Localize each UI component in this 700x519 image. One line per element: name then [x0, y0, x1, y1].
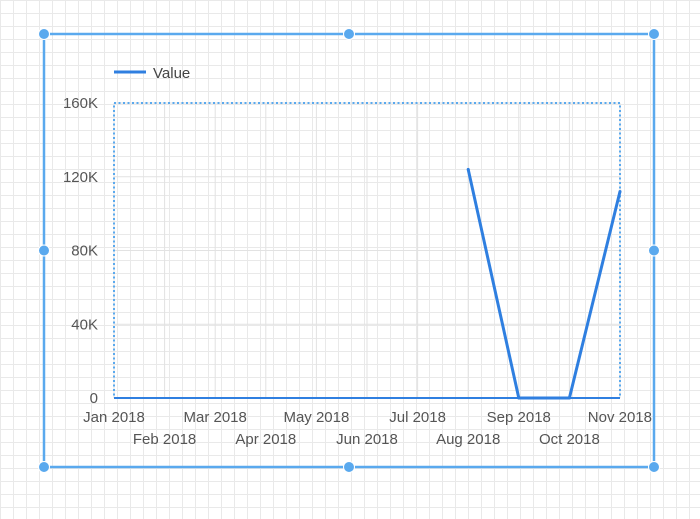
x-tick-label: Oct 2018	[539, 431, 600, 448]
resize-handle[interactable]	[343, 461, 355, 473]
data-point	[618, 190, 622, 193]
legend: Value	[114, 65, 190, 82]
x-tick-label: May 2018	[283, 409, 349, 426]
x-tick-label: Jul 2018	[389, 409, 446, 426]
y-axis-ticks: 0 40K 80K 120K 160K	[63, 95, 98, 407]
y-tick-label: 40K	[71, 316, 98, 333]
series-layer	[114, 167, 622, 400]
resize-handle[interactable]	[38, 244, 50, 257]
x-tick-label: Mar 2018	[184, 409, 247, 426]
selection-frame[interactable]	[38, 28, 660, 473]
resize-handle[interactable]	[648, 244, 660, 257]
data-point	[466, 167, 470, 171]
x-tick-label: Sep 2018	[487, 409, 551, 426]
y-tick-label: 80K	[71, 243, 98, 260]
x-tick-label: Jan 2018	[83, 409, 145, 426]
x-tick-label: Nov 2018	[588, 409, 652, 426]
x-tick-label: Aug 2018	[436, 431, 500, 448]
x-axis-ticks: Jan 2018 Feb 2018 Mar 2018 Apr 2018 May 2018…	[83, 409, 652, 448]
resize-handle[interactable]	[38, 461, 50, 473]
x-tick-label: Feb 2018	[133, 431, 196, 448]
y-tick-label: 0	[90, 390, 98, 407]
x-tick-label: Jun 2018	[336, 431, 398, 448]
resize-handle[interactable]	[38, 28, 50, 40]
y-tick-label: 160K	[63, 95, 98, 112]
x-tick-label: Apr 2018	[235, 431, 296, 448]
resize-handle[interactable]	[648, 28, 660, 40]
resize-handle[interactable]	[343, 28, 355, 40]
y-tick-label: 120K	[63, 169, 98, 186]
chart-gridlines	[113, 102, 621, 399]
legend-label: Value	[153, 65, 190, 82]
series-line	[466, 169, 622, 400]
data-point	[567, 396, 571, 400]
data-point	[517, 396, 521, 400]
resize-handle[interactable]	[648, 461, 660, 473]
